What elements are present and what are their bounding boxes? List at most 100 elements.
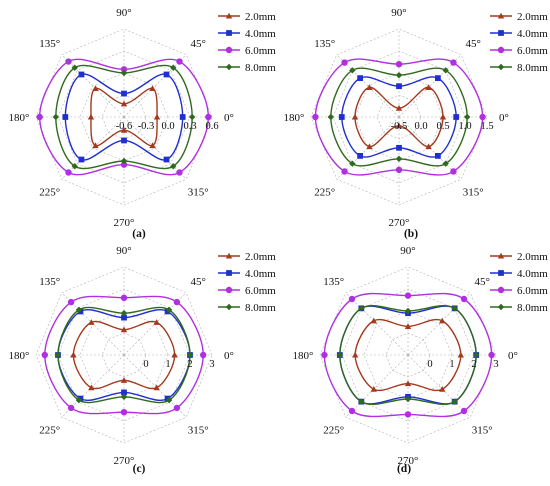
angle-label: 180° xyxy=(284,112,305,124)
data-point xyxy=(149,85,156,92)
data-point xyxy=(425,84,432,91)
angle-label: 0° xyxy=(508,350,518,362)
angle-label: 90° xyxy=(116,7,131,19)
legend-label: 4.0mm xyxy=(517,268,548,280)
grid-ring xyxy=(332,50,466,184)
angle-label: 315° xyxy=(463,186,484,198)
legend-label: 4.0mm xyxy=(517,28,548,40)
grid-ring xyxy=(376,94,422,140)
radial-tick-label: 0.3 xyxy=(183,121,196,132)
data-point xyxy=(176,58,183,65)
data-point xyxy=(71,64,78,71)
legend-marker xyxy=(497,286,505,294)
data-point xyxy=(170,64,177,71)
grid-ray xyxy=(345,354,409,418)
data-point xyxy=(65,58,72,65)
grid-ring xyxy=(79,72,169,162)
radial-tick-label: 0 xyxy=(427,359,432,370)
data-point xyxy=(358,305,365,312)
data-point xyxy=(173,298,181,306)
grid-ring xyxy=(310,28,488,206)
angle-label: 90° xyxy=(400,245,415,257)
data-point xyxy=(396,144,402,151)
data-point xyxy=(404,307,412,315)
data-point xyxy=(62,114,69,120)
data-point xyxy=(349,160,356,167)
angle-label: 180° xyxy=(293,350,314,362)
legend-label: 8.0mm xyxy=(517,302,548,314)
legend-label: 2.0mm xyxy=(517,11,548,23)
legend-marker xyxy=(225,63,233,71)
legend-marker xyxy=(225,12,233,19)
data-point xyxy=(120,127,128,133)
angle-label: 225° xyxy=(323,424,344,436)
legend-marker xyxy=(497,303,505,311)
data-point xyxy=(341,168,348,175)
data-point xyxy=(120,393,128,400)
data-point xyxy=(464,113,471,121)
panel-label: (c) xyxy=(133,463,146,475)
data-point xyxy=(71,163,78,170)
angle-label: 90° xyxy=(116,245,131,257)
data-point xyxy=(149,142,156,149)
grid-ring xyxy=(57,50,191,184)
grid-ray xyxy=(61,54,125,118)
legend-label: 4.0mm xyxy=(245,28,276,40)
radial-tick-label: 1.0 xyxy=(458,121,471,132)
data-point xyxy=(163,71,170,78)
data-point xyxy=(457,351,464,358)
data-point xyxy=(336,351,343,359)
data-point xyxy=(404,323,412,329)
radial-tick-label: 0.5 xyxy=(436,121,449,132)
data-point xyxy=(370,317,377,324)
data-point xyxy=(351,113,359,120)
legend: 2.0mm 4.0mm 6.0mm 8.0mm xyxy=(490,251,548,314)
grid-ring xyxy=(385,332,431,378)
angle-label: 45° xyxy=(466,38,481,50)
data-point xyxy=(67,298,75,306)
grid-ring xyxy=(341,288,475,422)
radial-tick-label: 0.0 xyxy=(414,121,427,132)
data-point xyxy=(120,310,128,317)
angle-label: 0° xyxy=(499,112,509,124)
angle-label: 90° xyxy=(391,7,406,19)
data-point xyxy=(179,114,186,120)
data-point xyxy=(92,142,99,149)
data-point xyxy=(395,72,403,79)
data-point xyxy=(78,156,85,163)
data-point xyxy=(120,100,128,107)
legend: 2.0mm 4.0mm 6.0mm 8.0mm xyxy=(490,11,548,74)
data-point xyxy=(395,105,403,111)
grid-ring xyxy=(35,266,213,444)
radar-panel-4: 0° 45° 90° 135° 180° 225° 270° 315° 0 1 2 3 (d) 2.0mm… xyxy=(293,245,549,475)
legend-label: 6.0mm xyxy=(517,45,548,57)
data-point xyxy=(435,75,441,81)
legend-label: 6.0mm xyxy=(245,285,276,297)
angle-label: 315° xyxy=(188,424,209,436)
legend-marker xyxy=(497,12,505,19)
legend-marker xyxy=(226,270,232,276)
data-point xyxy=(366,84,373,91)
data-point xyxy=(451,305,458,312)
legend-label: 2.0mm xyxy=(517,251,548,263)
grid-ring xyxy=(363,310,453,400)
data-point xyxy=(451,398,458,405)
legend-marker xyxy=(225,252,233,259)
panel-label: (b) xyxy=(404,228,418,240)
legend-marker xyxy=(226,30,232,36)
data-point xyxy=(120,69,128,77)
data-point xyxy=(120,326,128,333)
data-point xyxy=(120,409,128,416)
data-point xyxy=(396,83,402,90)
data-point xyxy=(442,67,449,74)
angle-label: 135° xyxy=(39,276,60,288)
legend-label: 8.0mm xyxy=(245,302,276,314)
data-point xyxy=(189,113,196,121)
data-point xyxy=(75,306,83,314)
angle-label: 315° xyxy=(188,186,209,198)
data-point xyxy=(370,386,377,392)
legend-label: 2.0mm xyxy=(245,11,276,23)
radial-tick-label: -0.3 xyxy=(138,121,155,132)
radial-tick-label: 3 xyxy=(493,359,498,370)
data-point xyxy=(404,411,412,418)
